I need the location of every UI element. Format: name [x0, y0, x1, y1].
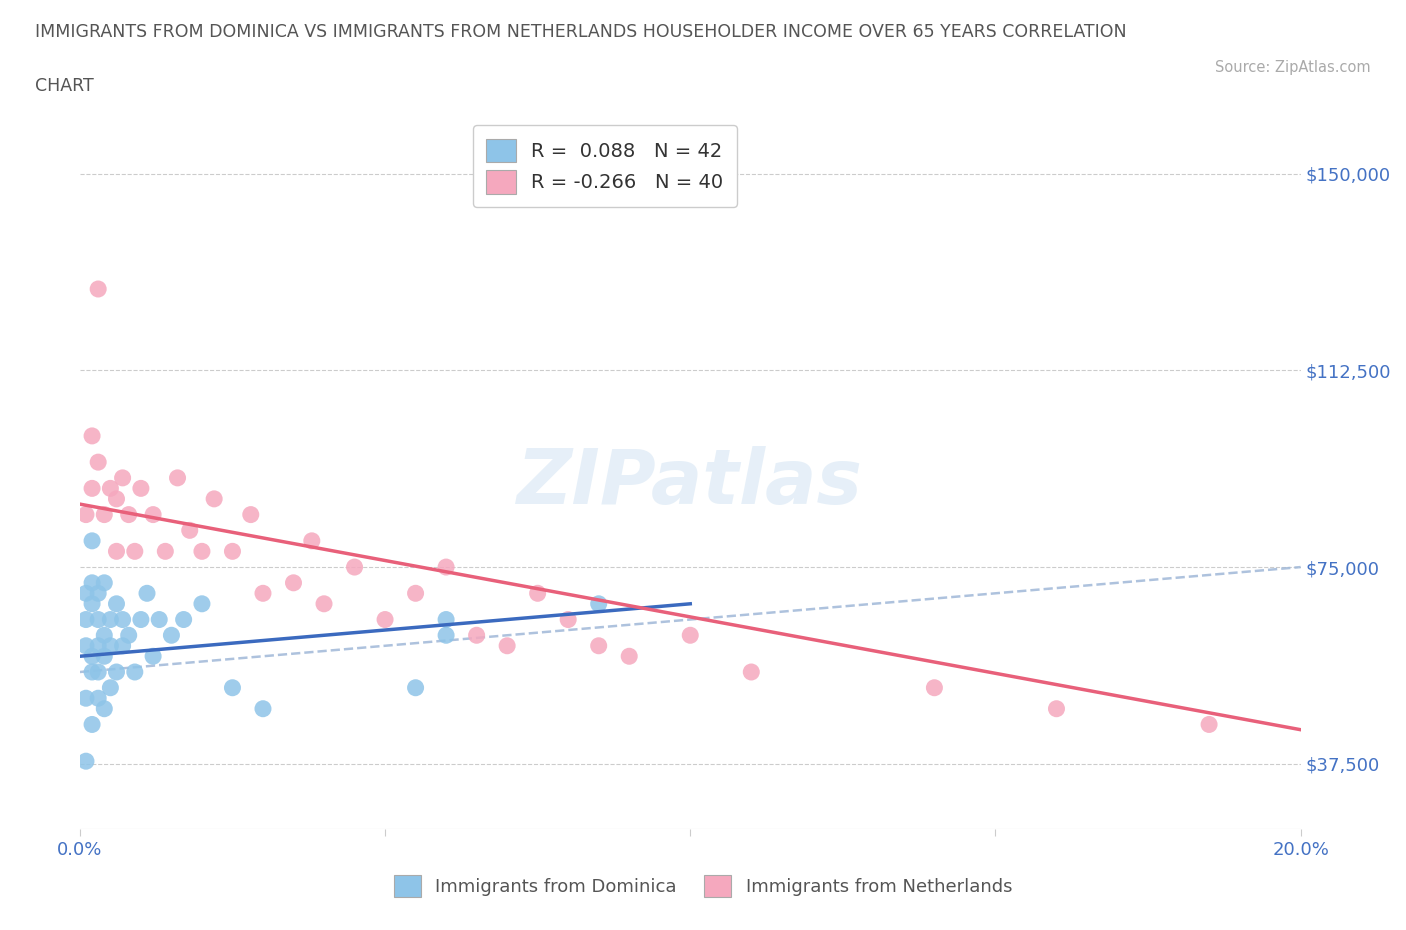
Text: IMMIGRANTS FROM DOMINICA VS IMMIGRANTS FROM NETHERLANDS HOUSEHOLDER INCOME OVER : IMMIGRANTS FROM DOMINICA VS IMMIGRANTS F…: [35, 23, 1126, 41]
Point: [166, 471, 188, 485]
Point: [312, 596, 335, 611]
Point: [80, 665, 103, 680]
Point: [105, 491, 128, 506]
Point: [80, 429, 103, 444]
Point: [80, 576, 103, 591]
Point: [148, 612, 170, 627]
Point: [93, 701, 115, 716]
Point: [221, 544, 243, 559]
Point: [924, 681, 946, 696]
Point: [252, 586, 274, 601]
Point: [93, 507, 115, 522]
Point: [75, 507, 97, 522]
Point: [239, 507, 262, 522]
Point: [100, 681, 122, 696]
Point: [496, 638, 519, 653]
Point: [111, 612, 134, 627]
Point: [93, 628, 115, 643]
Point: [75, 638, 97, 653]
Point: [105, 544, 128, 559]
Point: [75, 612, 97, 627]
Point: [87, 455, 110, 470]
Point: [465, 628, 488, 643]
Point: [405, 681, 427, 696]
Point: [87, 586, 110, 601]
Point: [87, 612, 110, 627]
Point: [118, 628, 141, 643]
Point: [191, 596, 214, 611]
Point: [118, 507, 141, 522]
Text: ZIPatlas: ZIPatlas: [517, 446, 863, 520]
Point: [111, 471, 134, 485]
Point: [100, 481, 122, 496]
Point: [252, 701, 274, 716]
Point: [202, 491, 225, 506]
Point: [124, 544, 146, 559]
Point: [173, 612, 195, 627]
Point: [75, 691, 97, 706]
Point: [1045, 701, 1067, 716]
Point: [105, 596, 128, 611]
Point: [124, 665, 146, 680]
Point: [100, 612, 122, 627]
Point: [142, 507, 165, 522]
Point: [87, 638, 110, 653]
Point: [129, 481, 152, 496]
Point: [160, 628, 183, 643]
Point: [434, 560, 457, 575]
Legend: Immigrants from Dominica, Immigrants from Netherlands: Immigrants from Dominica, Immigrants fro…: [380, 861, 1026, 911]
Point: [93, 576, 115, 591]
Point: [75, 753, 97, 768]
Point: [374, 612, 396, 627]
Point: [75, 586, 97, 601]
Point: [80, 481, 103, 496]
Point: [80, 649, 103, 664]
Point: [301, 534, 323, 549]
Point: [105, 665, 128, 680]
Point: [111, 638, 134, 653]
Point: [191, 544, 214, 559]
Point: [588, 638, 610, 653]
Text: Source: ZipAtlas.com: Source: ZipAtlas.com: [1215, 60, 1371, 75]
Point: [343, 560, 366, 575]
Point: [129, 612, 152, 627]
Point: [100, 638, 122, 653]
Point: [155, 544, 177, 559]
Point: [619, 649, 641, 664]
Point: [434, 628, 457, 643]
Point: [221, 681, 243, 696]
Point: [283, 576, 305, 591]
Point: [526, 586, 548, 601]
Point: [80, 717, 103, 732]
Point: [557, 612, 579, 627]
Point: [679, 628, 702, 643]
Point: [80, 596, 103, 611]
Text: CHART: CHART: [35, 77, 94, 95]
Point: [179, 523, 201, 538]
Point: [93, 649, 115, 664]
Point: [588, 596, 610, 611]
Point: [740, 665, 762, 680]
Point: [136, 586, 159, 601]
Legend: R =  0.088   N = 42, R = -0.266   N = 40: R = 0.088 N = 42, R = -0.266 N = 40: [472, 125, 737, 207]
Point: [1198, 717, 1220, 732]
Point: [87, 665, 110, 680]
Point: [434, 612, 457, 627]
Point: [405, 586, 427, 601]
Point: [80, 534, 103, 549]
Point: [142, 649, 165, 664]
Point: [87, 691, 110, 706]
Point: [87, 282, 110, 297]
